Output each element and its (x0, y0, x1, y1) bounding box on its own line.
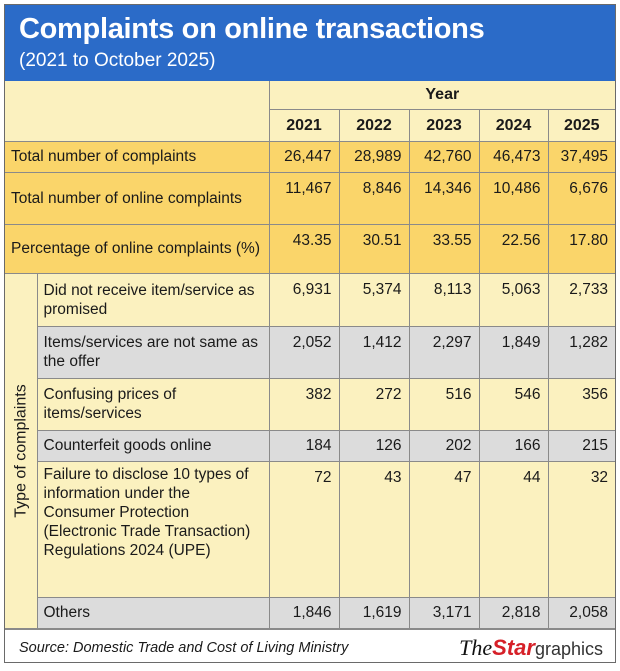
table-row: Items/services are not same as the offer… (5, 325, 615, 379)
cell-value: 2,297 (408, 325, 480, 379)
source-text: Source: Domestic Trade and Cost of Livin… (19, 639, 349, 656)
row-label: Failure to disclose 10 types of informat… (37, 460, 270, 598)
row-label: Total number of complaints (5, 140, 270, 173)
cell-value: 17.80 (547, 223, 615, 274)
cell-value: 2,818 (478, 596, 549, 629)
table-row: Failure to disclose 10 types of informat… (5, 460, 615, 598)
cell-value: 46,473 (478, 140, 549, 173)
row-label: Total number of online complaints (5, 171, 270, 225)
footer: Source: Domestic Trade and Cost of Livin… (5, 628, 615, 663)
header: Complaints on online transactions (2021 … (5, 5, 615, 81)
year-label: Year (268, 81, 615, 110)
logo-the: The (459, 634, 493, 660)
cell-value: 2,733 (547, 272, 615, 327)
year-2021: 2021 (269, 108, 340, 142)
cell-value: 215 (547, 429, 615, 462)
cell-value: 32 (547, 460, 615, 598)
page-title: Complaints on online transactions (19, 13, 485, 45)
cell-value: 1,849 (478, 325, 549, 379)
year-header-row: Year (5, 81, 615, 142)
type-label-text: Type of complaints (12, 383, 30, 518)
row-label: Confusing prices of items/services (37, 377, 270, 431)
row-label: Items/services are not same as the offer (37, 325, 270, 379)
cell-value: 28,989 (338, 140, 410, 173)
cell-value: 166 (478, 429, 549, 462)
table-row: Total number of online complaints 11,467… (5, 171, 615, 225)
complaints-table: Year 2021 2022 2023 2024 2025 Total numb… (5, 81, 615, 629)
table-row: Counterfeit goods online 184 126 202 166… (5, 429, 615, 462)
cell-value: 5,374 (338, 272, 410, 327)
page-subtitle: (2021 to October 2025) (19, 50, 216, 71)
cell-value: 1,846 (268, 596, 340, 629)
logo-star: Star (492, 634, 535, 660)
table-row: Total number of complaints 26,447 28,989… (5, 140, 615, 173)
cell-value: 3,171 (408, 596, 480, 629)
type-of-complaints-label: Type of complaints (5, 272, 38, 629)
row-label: Others (37, 596, 270, 629)
cell-value: 2,052 (268, 325, 340, 379)
cell-value: 8,846 (338, 171, 410, 225)
cell-value: 8,113 (408, 272, 480, 327)
logo-graphics: graphics (534, 638, 603, 659)
cell-value: 5,063 (478, 272, 549, 327)
year-2025: 2025 (547, 108, 615, 142)
cell-value: 26,447 (268, 140, 340, 173)
cell-value: 10,486 (478, 171, 549, 225)
cell-value: 1,282 (547, 325, 615, 379)
cell-value: 11,467 (268, 171, 340, 225)
cell-value: 356 (547, 377, 615, 431)
row-label: Did not receive item/service as promised (36, 272, 270, 327)
cell-value: 14,346 (408, 171, 480, 225)
table-row: Percentage of online complaints (%) 43.3… (5, 223, 615, 274)
year-2022: 2022 (338, 108, 410, 142)
thestar-graphics-logo: TheStargraphics (459, 635, 603, 661)
cell-value: 43.35 (268, 223, 340, 274)
table-row: Confusing prices of items/services 382 2… (5, 377, 615, 431)
cell-value: 30.51 (338, 223, 410, 274)
cell-value: 2,058 (547, 596, 615, 629)
cell-value: 126 (338, 429, 410, 462)
table-row: Type of complaints Did not receive item/… (5, 272, 615, 629)
row-label: Percentage of online complaints (%) (5, 223, 270, 274)
cell-value: 1,619 (338, 596, 410, 629)
cell-value: 47 (408, 460, 480, 598)
cell-value: 33.55 (408, 223, 480, 274)
year-2024: 2024 (478, 108, 549, 142)
row-label: Counterfeit goods online (37, 429, 270, 462)
cell-value: 382 (268, 377, 340, 431)
cell-value: 22.56 (478, 223, 549, 274)
cell-value: 43 (338, 460, 410, 598)
year-2023: 2023 (408, 108, 480, 142)
header-blank (5, 81, 270, 142)
cell-value: 37,495 (547, 140, 615, 173)
cell-value: 184 (268, 429, 340, 462)
cell-value: 6,676 (547, 171, 615, 225)
cell-value: 6,931 (268, 272, 340, 327)
cell-value: 516 (408, 377, 480, 431)
cell-value: 272 (338, 377, 410, 431)
cell-value: 44 (478, 460, 549, 598)
cell-value: 72 (268, 460, 340, 598)
table-row: Others 1,846 1,619 3,171 2,818 2,058 (5, 596, 615, 629)
infographic: Complaints on online transactions (2021 … (4, 4, 616, 663)
cell-value: 1,412 (338, 325, 410, 379)
cell-value: 546 (478, 377, 549, 431)
cell-value: 42,760 (408, 140, 480, 173)
cell-value: 202 (408, 429, 480, 462)
